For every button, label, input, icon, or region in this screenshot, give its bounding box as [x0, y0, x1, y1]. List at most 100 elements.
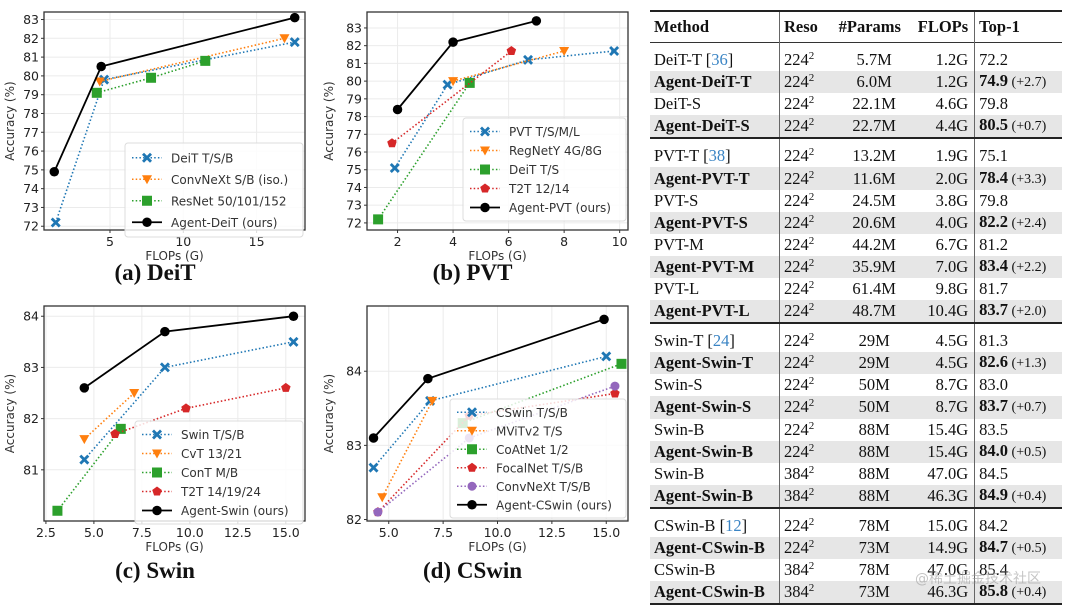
top1-gain: (+2.2): [1008, 259, 1047, 275]
x-tick-label: 10: [175, 234, 191, 249]
top1-value: 84.7: [979, 537, 1009, 557]
legend-item: RegNetY 4G/8G: [470, 144, 602, 158]
reso-cell: 2242: [778, 323, 835, 353]
legend-label: MViTv2 T/S: [496, 424, 563, 438]
chart-pvt: 2 4 6 8 10 72 73 74 75 76 77 78 79 80 81 82 83 FLOPs (G) A…: [315, 0, 630, 295]
method-name: Swin-B: [654, 463, 705, 483]
table-group: DeiT-T [36] 2242 5.7M 1.2G 72.2 Agent-DeiT-T 2…: [650, 42, 1062, 139]
triangle-marker: [427, 396, 438, 406]
top1-cell: 83.7 (+0.7): [974, 396, 1062, 419]
y-tick-label: 83: [23, 360, 39, 375]
series-line: [462, 363, 622, 424]
x-tick-label: 5.0: [84, 525, 104, 540]
params-cell: 61.4M: [852, 278, 896, 298]
top1-value: 84.5: [979, 463, 1009, 483]
chart-deit-caption: (a) DeiT: [114, 260, 196, 285]
circle-marker: [160, 326, 170, 337]
top1-cell: 84.0 (+0.5): [974, 440, 1062, 463]
params-cell: 88M: [858, 419, 890, 439]
series-cont-m-b: [52, 423, 126, 516]
citation-link[interactable]: 36: [711, 50, 728, 70]
reso-cell: 2242: [778, 507, 835, 537]
legend: PVT T/S/M/L RegNetY 4G/8G DeiT T/S T2T 12/1…: [462, 117, 627, 222]
reso-cell: 3842: [778, 484, 835, 508]
series-deit-t-s: [373, 77, 475, 225]
y-tick-label: 81: [346, 56, 362, 71]
y-tick-label: 79: [346, 91, 362, 106]
reso-exponent: 2: [808, 72, 815, 85]
method-name: Swin-S: [654, 375, 703, 395]
table-row: PVT-S 2242 24.5M 3.8G 79.8: [650, 189, 1062, 212]
triangle-marker: [94, 77, 105, 87]
circle-marker: [49, 166, 60, 177]
method-name: Agent-PVT-M: [654, 256, 755, 276]
y-tick-label: 77: [346, 127, 362, 142]
flops-cell: 9.8G: [935, 278, 969, 298]
legend-box: [124, 142, 304, 238]
legend-triangle-marker: [467, 426, 477, 436]
series-convnext-s-b-iso-: [94, 34, 290, 87]
reso-exponent: 2: [808, 234, 815, 247]
y-tick-label: 72: [23, 219, 39, 234]
flops-cell: 15.0G: [927, 515, 969, 535]
x-marker: [609, 45, 620, 56]
legend-circle-marker: [467, 500, 477, 510]
legend-triangle-marker: [142, 175, 152, 185]
top1-cell: 82.2 (+2.4): [974, 211, 1062, 234]
method-cell: PVT-T [38]: [654, 146, 731, 166]
method-cell: Swin-S: [650, 374, 779, 396]
x-axis-label: FLOPs (G): [468, 540, 526, 554]
legend-label: T2T 14/19/24: [180, 485, 261, 499]
series-agent-swin-ours-: [79, 311, 299, 393]
y-tick-label: 77: [23, 125, 39, 140]
circle-marker: [79, 383, 90, 393]
method-name: PVT-S: [654, 190, 699, 210]
citation-link[interactable]: 24: [712, 331, 730, 351]
reso-exponent: 2: [808, 419, 815, 432]
top1-cell: 84.5: [974, 462, 1062, 485]
top1-gain: (+3.3): [1008, 171, 1047, 187]
legend-square-marker: [480, 164, 490, 175]
flops-cell: 8.7G: [935, 375, 969, 395]
legend-item: Agent-CSwin (ours): [457, 498, 612, 512]
flops-cell: 47.0G: [927, 463, 969, 483]
method-cell: Agent-Swin-T: [650, 352, 780, 375]
legend-square-marker: [467, 444, 477, 455]
method-cell: Agent-PVT-L: [650, 300, 780, 324]
method-name: Agent-PVT-S: [654, 212, 748, 232]
method-cell: Agent-PVT-T: [650, 167, 780, 190]
table-row: Swin-B 3842 88M 47.0G 84.5: [650, 462, 1062, 485]
y-tick-label: 82: [23, 31, 39, 46]
top1-value: 81.2: [979, 234, 1009, 254]
citation-link[interactable]: 38: [708, 146, 726, 166]
reso-cell: 2242: [778, 277, 835, 301]
flops-cell: 1.9G: [935, 146, 969, 166]
legend-box: [462, 117, 627, 222]
circle-marker: [610, 381, 620, 391]
square-marker: [464, 77, 475, 88]
method-name: Swin-B: [654, 419, 705, 439]
legend-label: Agent-CSwin (ours): [496, 498, 612, 512]
circle-marker: [599, 314, 609, 325]
y-axis-label: Accuracy (%): [3, 374, 17, 453]
triangle-marker: [448, 77, 459, 87]
reso-exponent: 2: [808, 560, 815, 573]
method-cell: Agent-DeiT-T: [650, 71, 780, 94]
method-cell: PVT-S: [650, 190, 779, 212]
x-marker: [523, 54, 534, 65]
table-row: Swin-T [24] 2242 29M 4.5G 81.3: [650, 323, 1062, 353]
flops-cell: 7.0G: [913, 255, 975, 278]
table-row: PVT-L 2242 61.4M 9.8G 81.7: [650, 277, 1062, 301]
table-row: DeiT-T [36] 2242 5.7M 1.2G 72.2: [650, 42, 1062, 72]
flops-cell: 4.6G: [935, 94, 969, 114]
legend-item: ConvNeXt T/S/B: [457, 480, 591, 494]
top1-cell: 78.4 (+3.3): [974, 167, 1062, 190]
legend-label: PVT T/S/M/L: [509, 125, 580, 139]
legend-circle-marker: [480, 202, 490, 213]
top1-gain: (+2.4): [1008, 215, 1047, 231]
reso-cell: 2242: [778, 396, 835, 419]
citation-link[interactable]: 12: [725, 515, 742, 535]
y-tick-label: 82: [346, 512, 362, 527]
top1-cell: 82.6 (+1.3): [974, 352, 1062, 375]
top1-value: 74.9: [979, 71, 1009, 91]
